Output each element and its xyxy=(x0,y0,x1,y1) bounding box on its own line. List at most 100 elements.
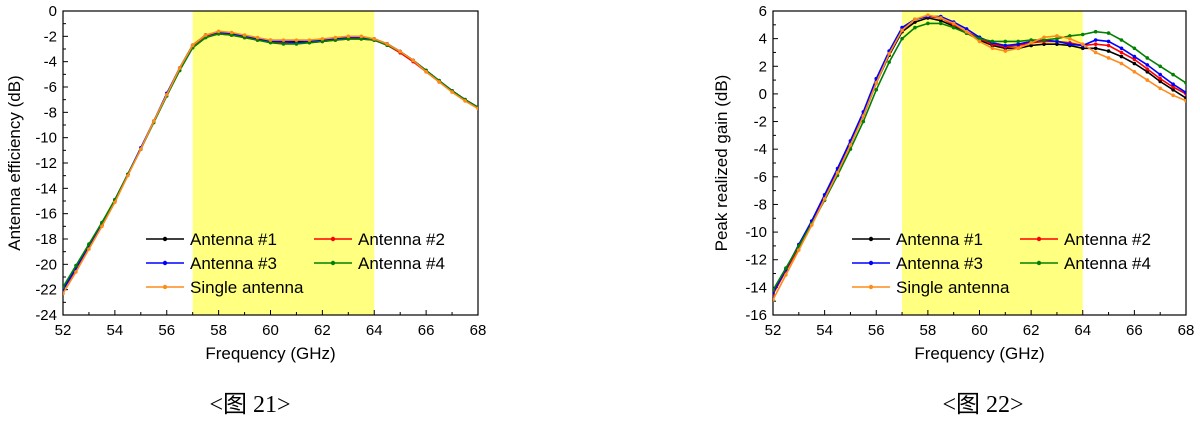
series-point-4 xyxy=(216,32,221,36)
x-tick-label: 66 xyxy=(1126,322,1143,339)
series-point-2 xyxy=(1158,76,1162,81)
x-axis-label: Frequency (GHz) xyxy=(205,344,335,363)
y-tick-label: 4 xyxy=(759,31,767,48)
y-tick-label: 2 xyxy=(759,58,767,75)
series-point-5 xyxy=(294,38,299,42)
y-tick-label: -2 xyxy=(754,114,767,131)
legend-label: Antenna #1 xyxy=(896,230,983,249)
series-point-5 xyxy=(87,247,91,251)
x-tick-label: 58 xyxy=(210,322,227,339)
series-point-5 xyxy=(861,114,866,118)
series-point-4 xyxy=(938,21,943,26)
x-tick-label: 68 xyxy=(470,322,487,339)
x-tick-label: 58 xyxy=(920,322,937,339)
series-point-5 xyxy=(1029,40,1033,45)
series-point-1 xyxy=(1158,79,1162,84)
legend-marker xyxy=(1036,260,1042,266)
series-point-5 xyxy=(372,37,377,41)
series-point-1 xyxy=(1093,46,1098,51)
series-point-5 xyxy=(385,42,390,46)
series-point-4 xyxy=(63,285,65,289)
series-point-2 xyxy=(1145,67,1150,71)
series-point-5 xyxy=(938,16,943,20)
series-point-2 xyxy=(1171,85,1175,89)
legend-marker xyxy=(1036,236,1042,242)
legend-label: Antenna #2 xyxy=(358,230,445,249)
legend: Antenna #1 Antenna #2 Antenna #3 Antenna #4… xyxy=(852,230,1151,297)
x-axis-label: Frequency (GHz) xyxy=(914,344,1044,363)
series-point-5 xyxy=(835,170,840,175)
x-tick-label: 54 xyxy=(107,322,124,339)
series-point-1 xyxy=(1145,70,1150,74)
y-tick-label: -16 xyxy=(35,206,57,223)
series-point-5 xyxy=(1042,35,1046,40)
legend-label: Antenna #4 xyxy=(358,254,445,273)
series-point-5 xyxy=(151,119,156,123)
legend-marker xyxy=(868,260,874,266)
series-point-3 xyxy=(900,25,904,30)
x-tick-label: 60 xyxy=(262,322,279,339)
series-point-5 xyxy=(424,70,428,74)
series-point-2 xyxy=(1119,50,1124,55)
y-tick-label: -10 xyxy=(35,130,57,147)
series-point-4 xyxy=(1029,38,1033,42)
x-tick-label: 56 xyxy=(868,322,885,339)
series-point-5 xyxy=(203,33,208,37)
series-point-5 xyxy=(964,29,969,34)
highlight-band xyxy=(902,11,1083,315)
x-tick-label: 68 xyxy=(1178,322,1195,339)
series-point-5 xyxy=(320,37,325,41)
series-point-2 xyxy=(1093,42,1098,46)
series-point-4 xyxy=(255,38,260,42)
series-point-5 xyxy=(900,28,904,33)
series-point-5 xyxy=(822,197,827,201)
legend-label: Single antenna xyxy=(896,278,1010,297)
x-tick-label: 62 xyxy=(314,322,331,339)
series-point-1 xyxy=(938,18,943,23)
series-point-5 xyxy=(242,33,247,37)
series-point-4 xyxy=(1184,81,1186,85)
legend-label: Antenna #4 xyxy=(1064,254,1151,273)
series-point-3 xyxy=(773,291,775,295)
series-point-4 xyxy=(333,38,338,42)
series-point-4 xyxy=(294,42,299,46)
series-point-5 xyxy=(359,34,364,39)
series-point-5 xyxy=(281,38,286,42)
y-tick-label: -8 xyxy=(754,196,767,213)
series-point-1 xyxy=(1042,42,1046,46)
x-tick-label: 62 xyxy=(1023,322,1040,339)
series-point-5 xyxy=(177,66,182,70)
series-point-4 xyxy=(913,25,917,30)
y-tick-label: -4 xyxy=(44,54,57,71)
series-point-4 xyxy=(1016,39,1021,44)
series-point-4 xyxy=(1145,56,1150,60)
series-point-5 xyxy=(1068,36,1072,41)
series-point-4 xyxy=(229,33,234,37)
x-tick-label: 52 xyxy=(765,322,782,339)
x-tick-label: 60 xyxy=(971,322,988,339)
series-point-5 xyxy=(333,35,338,40)
series-point-4 xyxy=(861,119,866,124)
figure-caption: <图 21> xyxy=(209,392,290,418)
series-point-1 xyxy=(1184,96,1186,100)
y-tick-label: -6 xyxy=(44,79,57,96)
series-point-5 xyxy=(809,223,814,227)
chart-21: 52 54 56 58 60 62 64 66 68 0 -2 -4 -6 -8 -10 -12 -14 -16 -… xyxy=(5,3,486,418)
series-point-5 xyxy=(216,29,221,34)
series-point-5 xyxy=(1003,49,1008,53)
series-point-5 xyxy=(1016,46,1021,51)
series-point-5 xyxy=(398,49,402,54)
series-point-4 xyxy=(74,263,78,268)
legend: Antenna #1 Antenna #2 Antenna #3 Antenna #4… xyxy=(146,230,445,297)
series-point-5 xyxy=(450,90,454,94)
y-tick-label: -14 xyxy=(35,180,57,197)
series-point-1 xyxy=(1029,43,1033,48)
series-point-4 xyxy=(346,37,351,41)
series-point-5 xyxy=(977,39,982,44)
y-tick-label: -4 xyxy=(754,141,767,158)
series-point-1 xyxy=(1132,61,1137,66)
series-point-5 xyxy=(229,30,234,35)
series-point-5 xyxy=(1158,86,1162,91)
series-point-5 xyxy=(1093,50,1098,55)
